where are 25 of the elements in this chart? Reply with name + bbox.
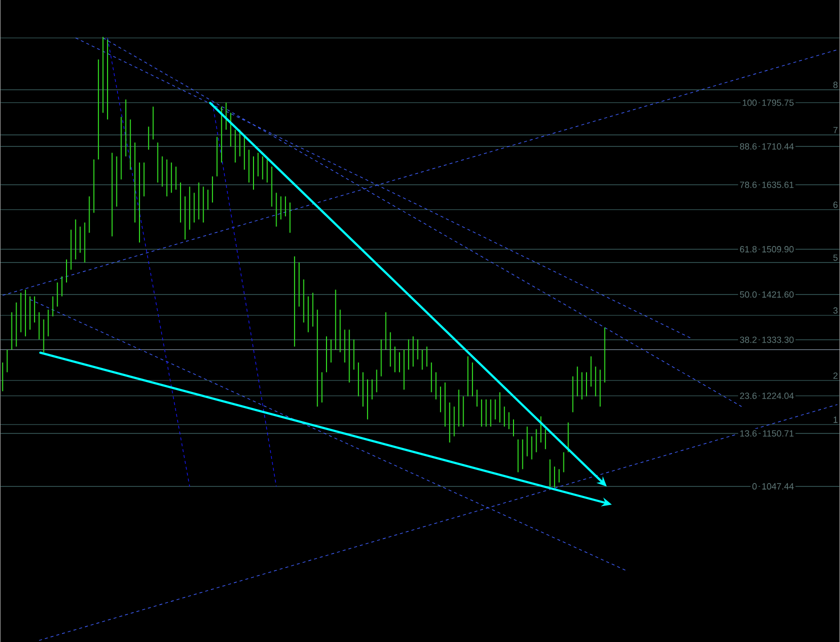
annotation: 38.2 [740,336,757,343]
y-tick-label: 1710.44 [762,143,794,150]
annotation: 1 [834,416,838,423]
y-tick-label: 1795.75 [762,99,794,106]
y-tick-label: 1150.71 [762,430,794,436]
annotation: 50.0 [740,291,757,298]
y-tick-label: 1224.04 [762,392,794,399]
y-tick-label: 1509.90 [762,246,794,252]
annotation: 61.8 [740,246,757,252]
y-tick-label: 1421.60 [762,291,794,298]
annotation: 13.6 [740,430,757,436]
annotation: 2 [833,372,838,379]
annotation: 23.6 [740,392,757,399]
annotation: 8 [833,81,838,88]
y-tick-label: 1635.61 [762,181,794,188]
annotation: 88.6 [740,143,757,150]
y-tick-label: 1333.30 [762,336,794,343]
annotation: 78.6 [740,181,757,188]
y-tick-label: 1047.44 [762,482,794,490]
annotation: 3 [833,307,838,314]
annotation: 6 [833,201,838,208]
annotation: 100 [742,99,757,106]
annotation: 7 [833,126,838,133]
annotation: 0 [752,482,757,490]
annotation: 5 [833,254,838,261]
